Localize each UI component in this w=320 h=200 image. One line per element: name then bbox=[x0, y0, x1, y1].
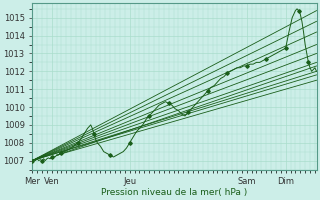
X-axis label: Pression niveau de la mer( hPa ): Pression niveau de la mer( hPa ) bbox=[101, 188, 247, 197]
